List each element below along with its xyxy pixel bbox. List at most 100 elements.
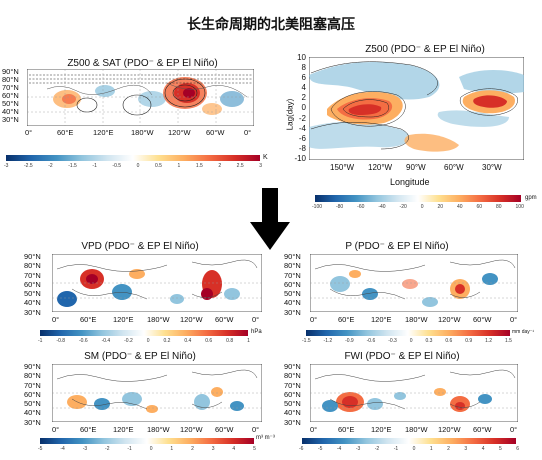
colorbar-ticks: -6 -5 -4 -3 -2 -1 0 1 2 3 4 5 6	[299, 446, 519, 452]
lat-tick: 40°N	[24, 298, 41, 308]
lat-tick: 50°N	[2, 99, 19, 108]
cb-tick: -100	[312, 204, 323, 210]
lat-tick: 90°N	[284, 362, 301, 371]
cb-tick: 0.8	[226, 338, 234, 344]
lon-tick: 60°W	[215, 315, 234, 324]
lon-tick: 60°E	[80, 315, 97, 324]
lon-tick: 0°	[52, 315, 60, 324]
lon-tick: 0°	[52, 425, 60, 434]
panel-z500-sat: Z500 & SAT (PDO⁻ & EP El Niño) 90°N 80°N…	[0, 52, 272, 182]
panel-hovmoller: Z500 (PDO⁻ & EP El Niño) Lag(day) 10 8 6…	[280, 40, 542, 215]
cb-tick: 1	[170, 446, 174, 452]
cb-tick: 80	[496, 204, 502, 210]
map-fwi	[310, 364, 518, 422]
lon-tick: 0°	[252, 315, 260, 324]
x-axis-label: Longitude	[390, 177, 430, 187]
y-tick: 4	[301, 83, 306, 93]
colorbar-ticks: -100 -80 -60 -40 -20 0 20 40 60 80 100	[312, 204, 524, 210]
lon-tick: 120°E	[93, 128, 114, 137]
cb-tick: 1.5	[504, 338, 512, 344]
lon-tick: 60°E	[338, 425, 355, 434]
cb-tick: 0	[136, 163, 140, 169]
cb-tick: -0.8	[56, 338, 66, 344]
lon-tick: 120°W	[180, 425, 203, 434]
cb-tick: 3	[211, 446, 215, 452]
lon-tick: 60°W	[473, 425, 492, 434]
cb-tick: -4	[336, 446, 342, 452]
map-p	[310, 254, 518, 312]
cb-tick: -4	[60, 446, 65, 452]
y-tick: -8	[298, 143, 306, 153]
panel-title: P (PDO⁻ & EP El Niño)	[345, 241, 449, 252]
cb-tick: 2	[447, 446, 450, 452]
cb-tick: -1.5	[302, 338, 311, 344]
lat-tick: 60°N	[284, 279, 301, 289]
cb-tick: 2.5	[236, 163, 244, 169]
cb-tick: 20	[437, 204, 444, 210]
panel-vpd: VPD (PDO⁻ & EP El Niño) 90°N 80°N 70°N 6…	[0, 240, 272, 350]
lon-tick: 120°E	[113, 425, 134, 434]
lon-tick: 120°W	[438, 315, 461, 324]
lon-tick: 60°W	[215, 425, 234, 434]
colorbar-ticks: -1 -0.8 -0.6 -0.4 -0.2 0 0.2 0.4 0.6 0.8…	[38, 338, 250, 344]
cb-tick: -80	[335, 204, 344, 210]
cb-tick: 1	[177, 163, 181, 169]
cb-tick: 2	[218, 163, 222, 169]
y-tick: 6	[301, 73, 306, 83]
lat-tick: 60°N	[24, 389, 41, 399]
panel-title: VPD (PDO⁻ & EP El Niño)	[81, 241, 199, 252]
panel-title: SM (PDO⁻ & EP El Niño)	[84, 351, 196, 362]
cb-tick: -60	[357, 204, 365, 210]
lon-tick: 0°	[252, 425, 260, 434]
x-tick: 150°W	[330, 163, 355, 172]
lat-tick: 50°N	[24, 399, 41, 409]
lon-tick: 60°E	[80, 425, 97, 434]
map-z500-sat	[27, 69, 254, 126]
cb-tick: -0.4	[101, 338, 111, 344]
lat-tick: 80°N	[284, 261, 301, 271]
lat-tick: 90°N	[24, 362, 41, 371]
lat-axis: 90°N 80°N 70°N 60°N 50°N 40°N 30°N	[284, 252, 310, 317]
lat-tick: 70°N	[2, 83, 19, 92]
cb-tick: 0.6	[205, 338, 213, 344]
cb-tick: 6	[516, 446, 519, 452]
cb-tick: 5	[498, 446, 502, 452]
lat-axis: 90°N 80°N 70°N 60°N 50°N 40°N 30°N	[2, 68, 26, 124]
cb-tick: -1	[38, 338, 43, 344]
lon-tick: 120°W	[168, 128, 191, 137]
lat-tick: 90°N	[284, 252, 301, 261]
down-arrow-icon	[250, 188, 290, 250]
colorbar-unit: K	[263, 154, 268, 161]
y-tick: 10	[297, 53, 306, 62]
y-tick: 2	[301, 93, 306, 103]
y-tick: 0	[301, 103, 306, 113]
lat-tick: 30°N	[284, 417, 301, 427]
lat-tick: 30°N	[24, 417, 41, 427]
cb-tick: 2	[191, 446, 194, 452]
panel-p: P (PDO⁻ & EP El Niño) 90°N 80°N 70°N 60°…	[272, 240, 542, 350]
lat-tick: 60°N	[24, 279, 41, 289]
cb-tick: -3	[355, 446, 361, 452]
x-tick: 120°W	[368, 163, 393, 172]
y-tick: -10	[294, 153, 306, 163]
cb-tick: -1.5	[68, 163, 77, 169]
cb-tick: -2	[48, 163, 53, 169]
lon-tick: 0°	[310, 425, 318, 434]
cb-tick: -2.5	[24, 163, 33, 169]
cb-tick: -6	[299, 446, 304, 452]
colorbar	[40, 438, 254, 444]
panel-title: Z500 & SAT (PDO⁻ & EP El Niño)	[67, 58, 218, 69]
colorbar-unit: hPa	[251, 329, 262, 335]
cb-tick: 100	[515, 204, 524, 210]
colorbar	[40, 330, 248, 336]
cb-tick: -1.2	[323, 338, 333, 344]
lat-tick: 60°N	[284, 389, 301, 399]
cb-tick: -5	[317, 446, 323, 452]
lat-axis: 90°N 80°N 70°N 60°N 50°N 40°N 30°N	[24, 362, 50, 427]
lat-tick: 60°N	[2, 91, 19, 100]
lon-tick: 120°W	[438, 425, 461, 434]
cb-tick: 3	[259, 163, 262, 169]
cb-tick: 40	[456, 204, 463, 210]
cb-tick: 0.6	[445, 338, 453, 344]
lat-tick: 80°N	[24, 261, 41, 271]
